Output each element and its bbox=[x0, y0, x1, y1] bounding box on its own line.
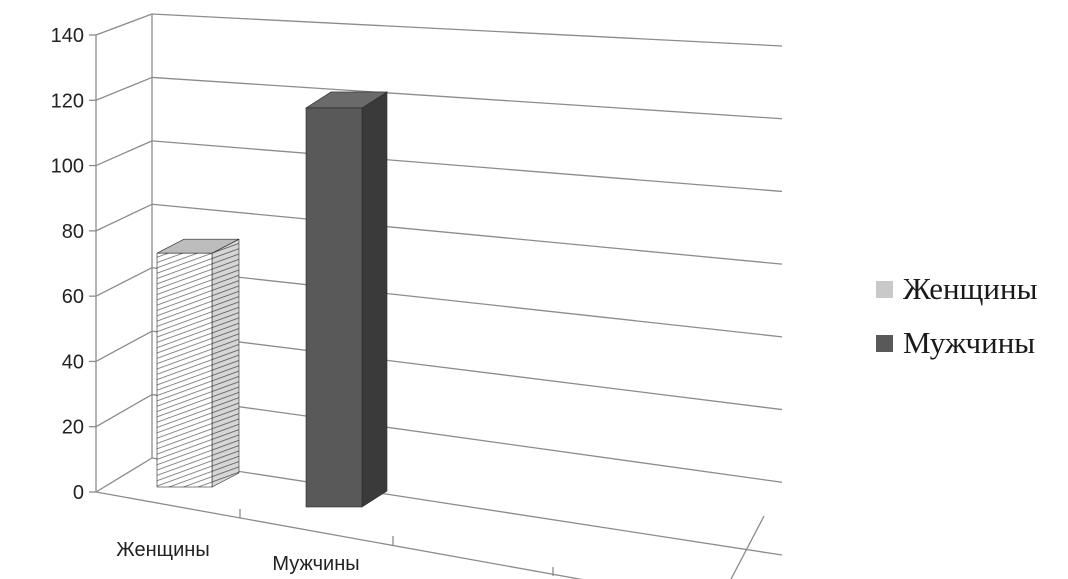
y-tick-label: 80 bbox=[62, 221, 84, 243]
y-tick-label: 40 bbox=[62, 351, 84, 373]
legend: Женщины Мужчины bbox=[876, 262, 1037, 370]
gridlines bbox=[95, 13, 783, 556]
y-tick-label: 20 bbox=[62, 417, 84, 439]
y-axis: 0 20 40 60 80 100 120 140 bbox=[51, 25, 97, 504]
gridline-wall bbox=[95, 13, 153, 36]
legend-label-women: Женщины bbox=[903, 271, 1038, 306]
x-axis-labels: Женщины Мужчины bbox=[116, 539, 359, 575]
legend-swatch-men bbox=[876, 334, 893, 352]
y-tick-label: 100 bbox=[51, 156, 84, 178]
gridline-wall bbox=[95, 267, 153, 297]
legend-item-men: Мужчины bbox=[876, 316, 1037, 370]
bar-front-face bbox=[156, 252, 213, 488]
gridline-wall bbox=[95, 140, 153, 167]
gridline-back bbox=[151, 330, 783, 411]
gridline-back bbox=[151, 76, 783, 120]
gridline-wall bbox=[95, 76, 153, 101]
legend-item-women: Женщины bbox=[876, 262, 1037, 316]
y-tick-label: 140 bbox=[51, 25, 84, 47]
gridline-back bbox=[151, 203, 783, 265]
floor-right-edge bbox=[730, 515, 765, 579]
y-tick-label: 60 bbox=[62, 286, 84, 308]
bar-women bbox=[156, 238, 240, 488]
y-tick-label: 0 bbox=[73, 482, 84, 504]
gridline-back bbox=[151, 13, 783, 47]
bars bbox=[156, 91, 389, 508]
y-tick-label: 120 bbox=[51, 90, 84, 112]
bar-men bbox=[304, 91, 389, 508]
legend-swatch-women bbox=[876, 280, 893, 298]
x-tick-label: Женщины bbox=[116, 539, 209, 561]
gridline-back bbox=[151, 267, 783, 338]
chart-floor bbox=[95, 491, 765, 579]
bar-side-face bbox=[361, 91, 388, 508]
gridline-wall bbox=[95, 457, 153, 493]
bar-side-face bbox=[211, 238, 240, 488]
gridline-wall bbox=[95, 330, 153, 363]
bar-front-face bbox=[305, 107, 363, 508]
x-tick-label: Мужчины bbox=[272, 553, 359, 575]
floor-front-edge bbox=[95, 491, 583, 579]
legend-label-men: Мужчины bbox=[903, 325, 1036, 360]
gridline-wall bbox=[95, 394, 153, 428]
gridline-back bbox=[151, 457, 783, 556]
gridline-back bbox=[151, 393, 783, 483]
gridline-wall bbox=[95, 203, 153, 232]
gridline-back bbox=[151, 140, 783, 193]
